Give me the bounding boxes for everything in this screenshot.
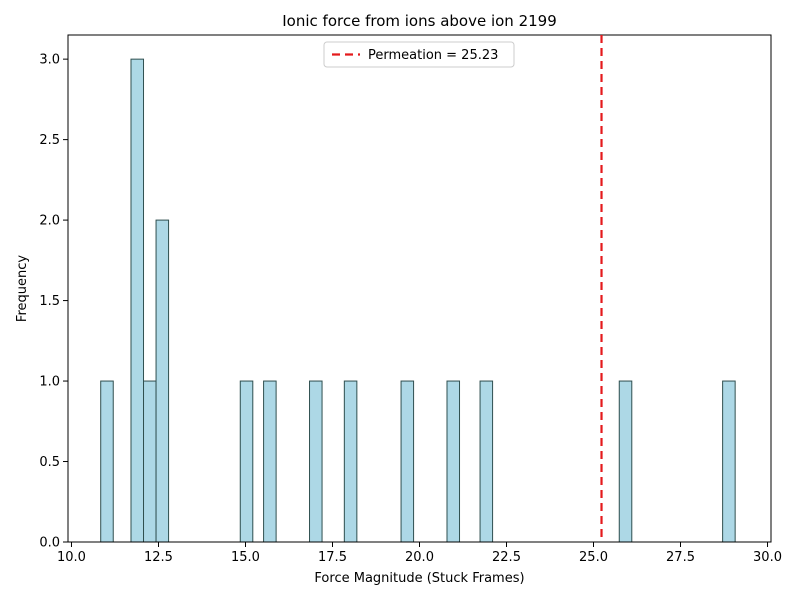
legend: Permeation = 25.23 (323, 41, 515, 68)
y-tick-label: 1.0 (39, 375, 60, 390)
x-tick-label: 12.5 (144, 550, 173, 565)
histogram-bar (309, 380, 323, 543)
histogram-bar (143, 380, 157, 543)
x-tick-label: 22.5 (492, 550, 521, 565)
x-tick-label: 27.5 (666, 550, 695, 565)
x-tick-label: 20.0 (405, 550, 434, 565)
y-tick-label: 0.5 (39, 455, 60, 470)
histogram-bar (343, 380, 358, 543)
y-tick-label: 3.0 (39, 53, 60, 68)
chart-title: Ionic force from ions above ion 2199 (282, 12, 557, 30)
plot-frame (67, 34, 772, 543)
histogram-bar (100, 380, 114, 543)
histogram-bar (618, 380, 633, 543)
legend-label-permeation: Permeation = 25.23 (368, 48, 498, 63)
y-tick-label: 2.0 (39, 214, 60, 229)
histogram-bar (155, 219, 170, 543)
histogram-bar (446, 380, 461, 543)
histogram-bar (400, 380, 415, 543)
x-tick-label: 25.0 (579, 550, 608, 565)
x-tick-label: 10.0 (57, 550, 86, 565)
y-tick-label: 1.5 (39, 294, 60, 309)
y-tick-label: 0.0 (39, 536, 60, 551)
x-tick-label: 15.0 (231, 550, 260, 565)
y-axis-label: Frequency (15, 255, 30, 322)
x-tick-label: 30.0 (753, 550, 782, 565)
bars-layer (100, 58, 736, 543)
histogram-bar (722, 380, 736, 543)
y-axis-ticks: 0.0 0.5 1.0 1.5 2.0 2.5 3.0 (39, 53, 68, 551)
legend-box (323, 41, 515, 68)
histogram-bar (263, 380, 277, 543)
x-axis-ticks: 10.0 12.5 15.0 17.5 20.0 22.5 25.0 27.5 30.0 (57, 542, 782, 565)
y-tick-label: 2.5 (39, 133, 60, 148)
x-axis-label: Force Magnitude (Stuck Frames) (314, 571, 524, 586)
x-tick-label: 17.5 (318, 550, 347, 565)
histogram-bar (130, 58, 145, 543)
histogram-bar (479, 380, 494, 543)
histogram-bar (239, 380, 254, 543)
